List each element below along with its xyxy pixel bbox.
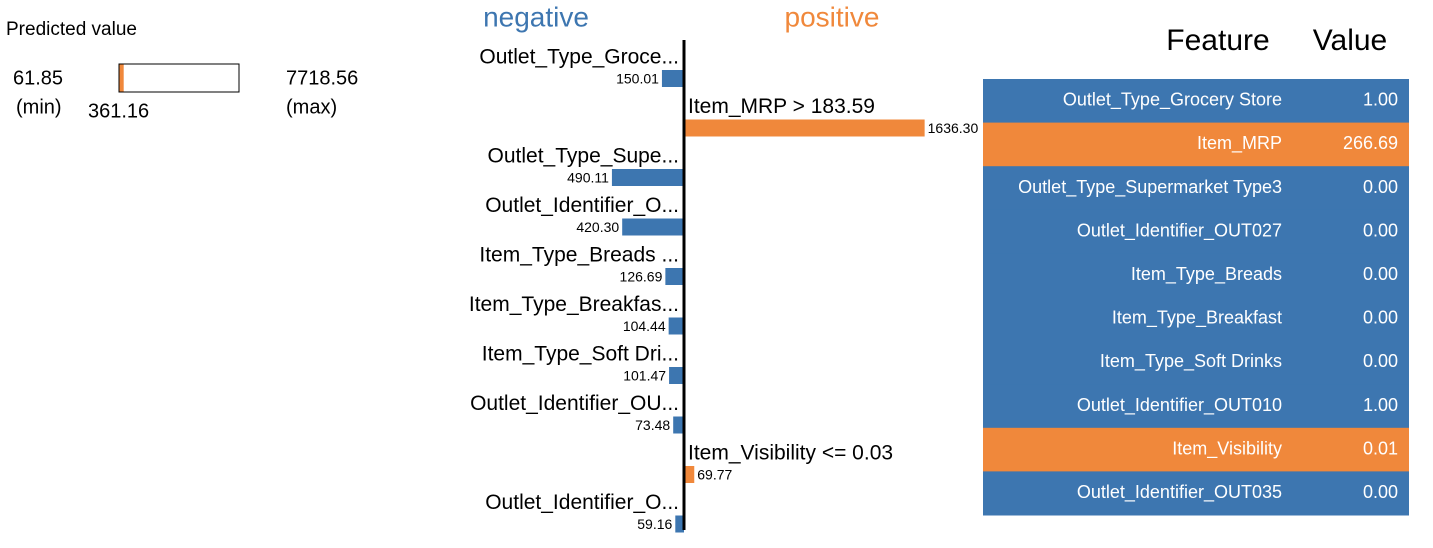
value-label: 126.69	[620, 269, 663, 285]
table-row	[983, 209, 1409, 254]
feature-value: 0.00	[1363, 308, 1398, 328]
table-row	[983, 166, 1409, 211]
value-label: 59.16	[637, 516, 672, 532]
feature-label: Item_Type_Soft Dri...	[482, 343, 679, 366]
bar	[611, 169, 684, 186]
feature-value: 0.00	[1363, 264, 1398, 284]
feature-label: Item_Type_Breads ...	[479, 244, 679, 267]
feature-value: 0.00	[1363, 482, 1398, 502]
feature-name: Outlet_Identifier_OUT035	[1077, 482, 1282, 503]
bar	[684, 119, 925, 137]
feature-label: Outlet_Type_Groce...	[479, 46, 679, 69]
feature-value: 0.01	[1363, 438, 1398, 458]
bar	[668, 317, 684, 335]
feature-name: Item_Type_Breakfast	[1112, 308, 1282, 329]
max-label: (max)	[286, 96, 337, 118]
min-value: 61.85	[13, 67, 63, 89]
feature-label: Item_Visibility <= 0.03	[688, 442, 893, 465]
legend-negative: negative	[483, 1, 589, 32]
bar	[675, 515, 684, 533]
bar	[669, 367, 684, 384]
feature-name: Item_Visibility	[1172, 438, 1282, 459]
bar	[661, 70, 684, 87]
value-label: 420.30	[576, 219, 619, 235]
bar	[665, 268, 684, 285]
feature-value: 1.00	[1363, 90, 1398, 110]
table-row	[983, 79, 1409, 124]
table-header: Value	[1313, 24, 1388, 57]
predicted-frame	[118, 63, 240, 93]
feature-value: 0.00	[1363, 220, 1398, 240]
feature-name: Outlet_Type_Supermarket Type3	[1018, 177, 1282, 198]
feature-name: Item_Type_Breads	[1131, 264, 1282, 285]
bar	[684, 466, 695, 483]
value-label: 69.77	[697, 467, 732, 483]
table-row	[983, 122, 1409, 167]
feature-name: Item_MRP	[1197, 133, 1282, 154]
table-row	[983, 297, 1409, 342]
value-label: 104.44	[623, 318, 666, 334]
bar	[622, 218, 684, 236]
feature-label: Outlet_Type_Supe...	[488, 145, 679, 168]
predicted-value: 361.16	[88, 100, 149, 122]
feature-label: Item_MRP > 183.59	[688, 95, 875, 118]
predicted-fill	[119, 64, 124, 92]
feature-value: 0.00	[1363, 177, 1398, 197]
predicted-title: Predicted value	[6, 19, 137, 40]
value-label: 101.47	[623, 368, 666, 384]
table-row	[983, 384, 1409, 429]
table-row	[983, 471, 1409, 516]
value-label: 1636.30	[928, 120, 979, 136]
feature-name: Outlet_Type_Grocery Store	[1063, 90, 1282, 111]
min-label: (min)	[16, 96, 62, 118]
feature-name: Outlet_Identifier_OUT010	[1077, 395, 1282, 416]
max-value: 7718.56	[286, 67, 358, 89]
table-header: Feature	[1166, 24, 1269, 57]
value-label: 150.01	[616, 71, 659, 87]
table-row	[983, 253, 1409, 298]
feature-value: 0.00	[1363, 351, 1398, 371]
feature-name: Item_Type_Soft Drinks	[1100, 351, 1282, 372]
value-label: 490.11	[567, 170, 609, 186]
feature-label: Outlet_Identifier_OU...	[470, 392, 679, 415]
feature-label: Outlet_Identifier_O...	[485, 194, 679, 217]
value-label: 73.48	[635, 417, 670, 433]
feature-name: Outlet_Identifier_OUT027	[1077, 220, 1282, 241]
table-row	[983, 340, 1409, 385]
feature-value: 1.00	[1363, 395, 1398, 415]
feature-label: Item_Type_Breakfas...	[469, 293, 679, 316]
table-row	[983, 427, 1409, 472]
feature-value: 266.69	[1343, 133, 1398, 153]
bar	[673, 416, 684, 434]
feature-label: Outlet_Identifier_O...	[485, 491, 679, 514]
legend-positive: positive	[785, 1, 880, 32]
